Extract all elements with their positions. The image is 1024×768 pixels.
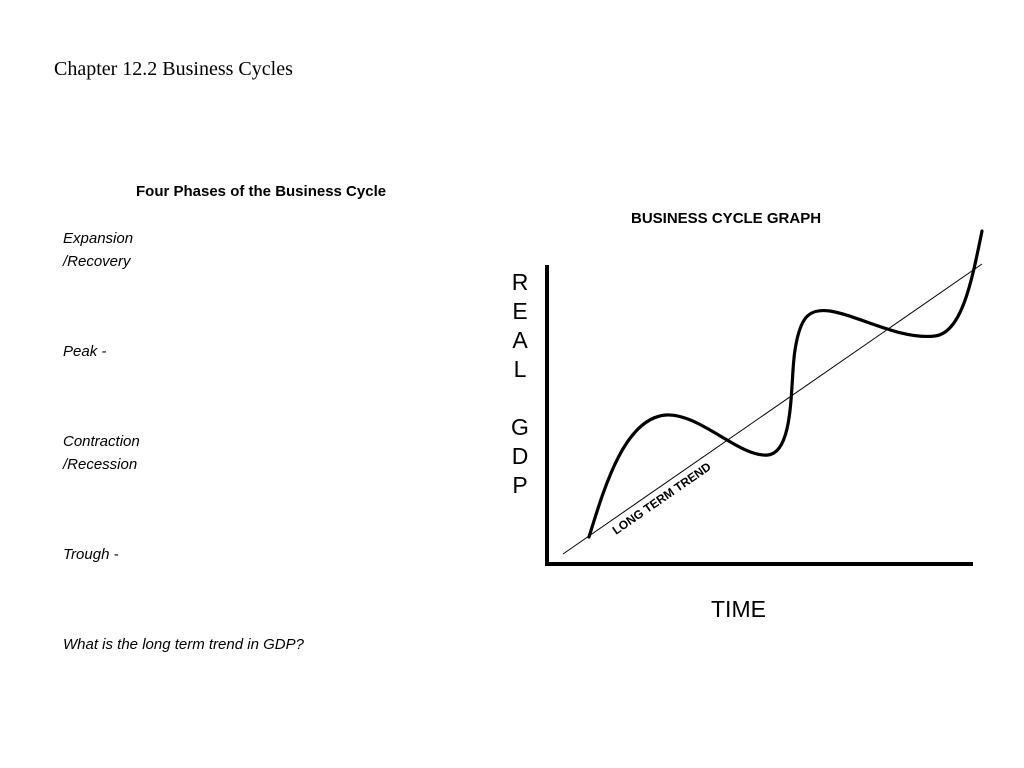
y-axis-letter: D xyxy=(511,443,529,469)
phase-peak: Peak - xyxy=(63,340,106,363)
y-axis-spacer xyxy=(500,384,540,413)
y-axis-letter: A xyxy=(512,327,528,353)
long-term-trend-line xyxy=(562,263,983,555)
page-title: Chapter 12.2 Business Cycles xyxy=(54,58,293,80)
graph-title: BUSINESS CYCLE GRAPH xyxy=(631,210,822,227)
question-text: What is the long term trend in GDP? xyxy=(63,636,304,653)
phase-expansion: Expansion /Recovery xyxy=(63,227,133,273)
phase-contraction-line1: Contraction xyxy=(63,433,140,450)
phase-trough: Trough - xyxy=(63,543,119,566)
y-axis-letter: R xyxy=(511,269,529,295)
y-axis-label: R E A L G D P xyxy=(500,268,540,500)
y-axis-letter: P xyxy=(512,472,528,498)
phases-heading: Four Phases of the Business Cycle xyxy=(136,183,387,200)
phase-contraction-line2: /Recession xyxy=(63,456,138,473)
phase-trough-line1: Trough - xyxy=(63,546,119,563)
phase-peak-line1: Peak - xyxy=(63,343,107,360)
phase-expansion-line1: Expansion xyxy=(63,230,134,247)
y-axis-letter: G xyxy=(511,414,529,440)
trend-label: LONG TERM TREND xyxy=(610,459,714,537)
phase-expansion-line2: /Recovery xyxy=(63,253,131,270)
business-cycle-curve xyxy=(587,229,984,539)
y-axis-letter: L xyxy=(513,356,527,382)
phase-contraction: Contraction /Recession xyxy=(63,430,140,476)
y-axis-letter: E xyxy=(512,298,528,324)
x-axis-label: TIME xyxy=(711,596,766,622)
long-term-trend-question: What is the long term trend in GDP? xyxy=(63,633,304,656)
